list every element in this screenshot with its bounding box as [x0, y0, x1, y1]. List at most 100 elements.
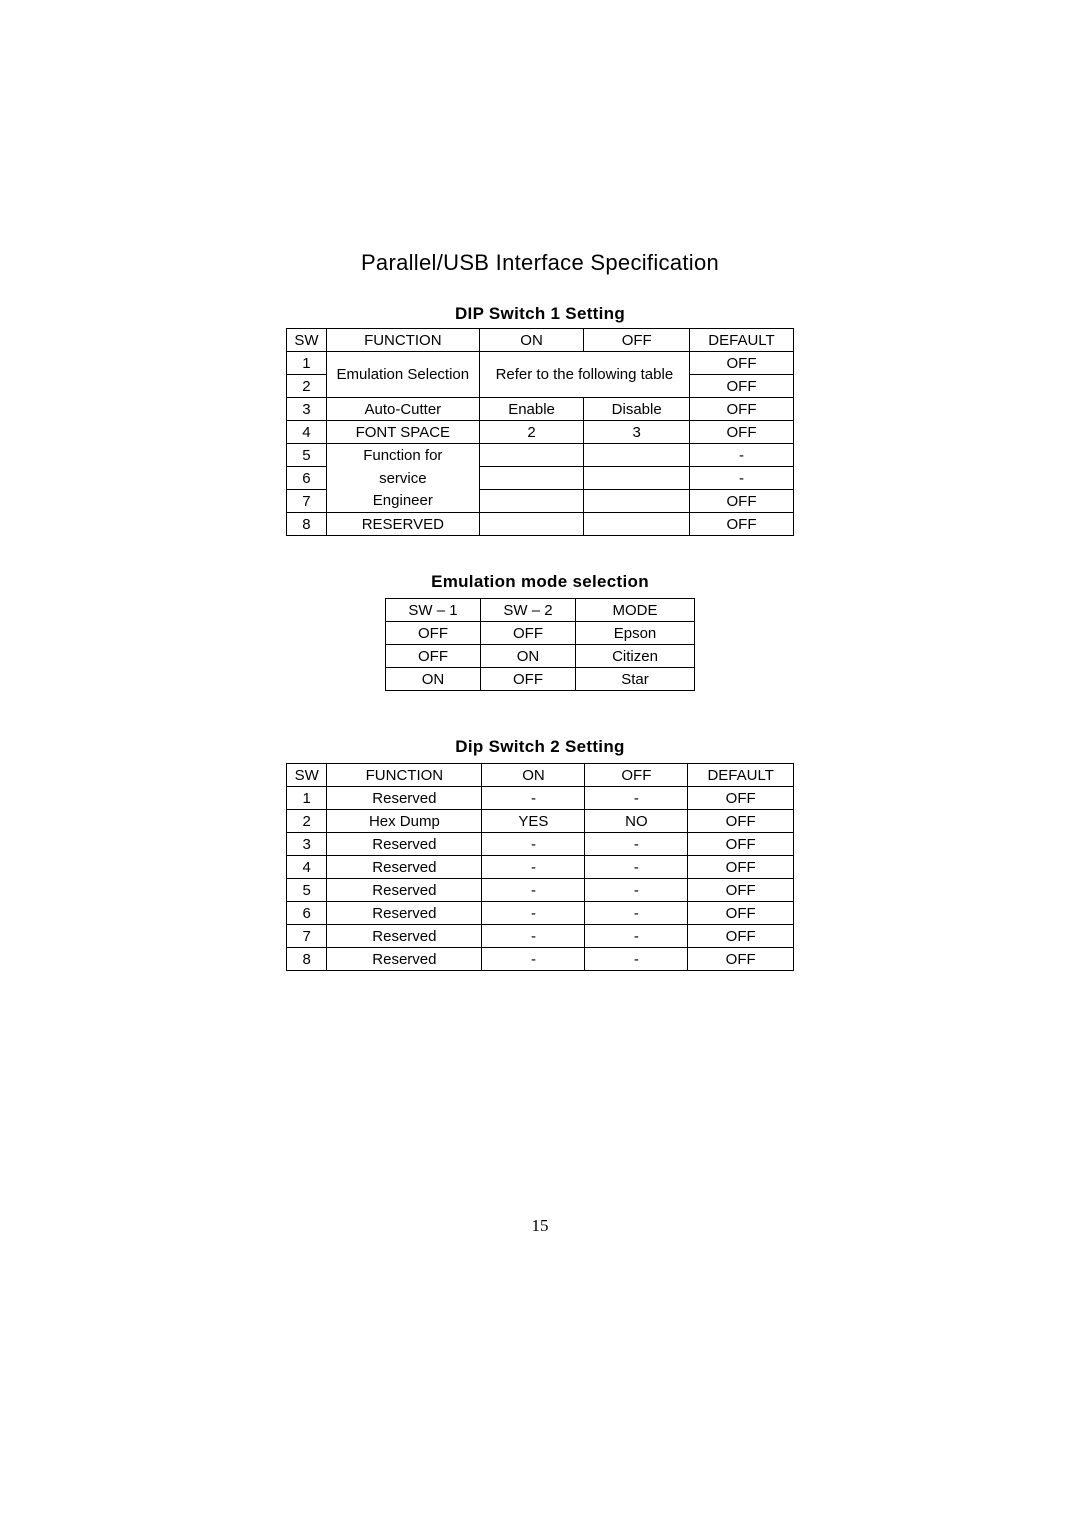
table-row: 3 Auto-Cutter Enable Disable OFF	[287, 398, 794, 421]
cell-function: Reserved	[327, 856, 482, 879]
cell-default: OFF	[688, 902, 794, 925]
cell-sw: 4	[287, 856, 327, 879]
table-row: OFF ON Citizen	[386, 645, 695, 668]
cell-default: OFF	[688, 833, 794, 856]
cell-function: Hex Dump	[327, 810, 482, 833]
cell-function: Reserved	[327, 787, 482, 810]
cell-function: Reserved	[327, 948, 482, 971]
cell-on: -	[482, 787, 585, 810]
cell-off	[584, 490, 690, 513]
cell-sw: 7	[287, 490, 327, 513]
cell-default: -	[690, 467, 794, 490]
cell-sw: 5	[287, 444, 327, 467]
table-row: 8 RESERVED OFF	[287, 513, 794, 536]
cell: OFF	[481, 622, 576, 645]
cell: OFF	[481, 668, 576, 691]
cell-sw: 3	[287, 833, 327, 856]
cell-sw: 6	[287, 902, 327, 925]
table-row: 4 FONT SPACE 2 3 OFF	[287, 421, 794, 444]
cell-on: YES	[482, 810, 585, 833]
cell-off: -	[585, 879, 688, 902]
cell-default: OFF	[688, 787, 794, 810]
cell-default: -	[690, 444, 794, 467]
header-sw: SW	[287, 764, 327, 787]
cell: OFF	[386, 622, 481, 645]
table-row: 2 Hex Dump YES NO OFF	[287, 810, 794, 833]
table-row: SW FUNCTION ON OFF DEFAULT	[287, 764, 794, 787]
page-title: Parallel/USB Interface Specification	[185, 250, 895, 276]
table-row: SW – 1 SW – 2 MODE	[386, 599, 695, 622]
cell-sw: 8	[287, 513, 327, 536]
cell-sw: 8	[287, 948, 327, 971]
cell: Epson	[576, 622, 695, 645]
cell: Star	[576, 668, 695, 691]
cell-function: Reserved	[327, 902, 482, 925]
cell-sw: 2	[287, 810, 327, 833]
cell-sw: 6	[287, 467, 327, 490]
cell: OFF	[386, 645, 481, 668]
cell-default: OFF	[688, 879, 794, 902]
cell-default: OFF	[690, 398, 794, 421]
cell-off: -	[585, 925, 688, 948]
cell-function: service	[326, 467, 479, 490]
cell-off: -	[585, 833, 688, 856]
table-row: 6 service -	[287, 467, 794, 490]
cell-function: RESERVED	[326, 513, 479, 536]
table-row: 7 Reserved - - OFF	[287, 925, 794, 948]
cell-on: -	[482, 902, 585, 925]
cell-on: Enable	[479, 398, 584, 421]
cell-off: -	[585, 856, 688, 879]
cell-default: OFF	[690, 375, 794, 398]
table-row: 1 Emulation Selection Refer to the follo…	[287, 352, 794, 375]
cell-sw: 7	[287, 925, 327, 948]
cell-on	[479, 513, 584, 536]
cell-off: Disable	[584, 398, 690, 421]
dip2-caption: Dip Switch 2 Setting	[185, 737, 895, 757]
cell-sw: 3	[287, 398, 327, 421]
header-sw2: SW – 2	[481, 599, 576, 622]
table-row: SW FUNCTION ON OFF DEFAULT	[287, 329, 794, 352]
cell-on	[479, 444, 584, 467]
cell-note: Refer to the following table	[479, 352, 689, 398]
cell-off	[584, 444, 690, 467]
cell-off	[584, 513, 690, 536]
table-row: 7 Engineer OFF	[287, 490, 794, 513]
table-row: 3 Reserved - - OFF	[287, 833, 794, 856]
cell-default: OFF	[688, 925, 794, 948]
cell: ON	[386, 668, 481, 691]
cell: Citizen	[576, 645, 695, 668]
cell-off	[584, 467, 690, 490]
header-on: ON	[479, 329, 584, 352]
cell-on: 2	[479, 421, 584, 444]
cell-sw: 4	[287, 421, 327, 444]
emulation-mode-table: SW – 1 SW – 2 MODE OFF OFF Epson OFF ON …	[385, 598, 695, 691]
cell-on: -	[482, 833, 585, 856]
header-function: FUNCTION	[326, 329, 479, 352]
cell-function: Reserved	[327, 925, 482, 948]
header-sw1: SW – 1	[386, 599, 481, 622]
table-row: 1 Reserved - - OFF	[287, 787, 794, 810]
emulation-caption: Emulation mode selection	[185, 572, 895, 592]
cell-on	[479, 467, 584, 490]
header-off: OFF	[584, 329, 690, 352]
dip-switch-2-table: SW FUNCTION ON OFF DEFAULT 1 Reserved - …	[286, 763, 794, 971]
header-function: FUNCTION	[327, 764, 482, 787]
cell-sw: 1	[287, 352, 327, 375]
cell-default: OFF	[688, 810, 794, 833]
cell-off: NO	[585, 810, 688, 833]
header-mode: MODE	[576, 599, 695, 622]
cell-function: Emulation Selection	[326, 352, 479, 398]
cell-on: -	[482, 879, 585, 902]
table-row: ON OFF Star	[386, 668, 695, 691]
cell: ON	[481, 645, 576, 668]
cell-default: OFF	[688, 856, 794, 879]
header-default: DEFAULT	[690, 329, 794, 352]
header-sw: SW	[287, 329, 327, 352]
cell-on: -	[482, 948, 585, 971]
cell-default: OFF	[690, 513, 794, 536]
header-off: OFF	[585, 764, 688, 787]
cell-function: FONT SPACE	[326, 421, 479, 444]
cell-sw: 5	[287, 879, 327, 902]
cell-on: -	[482, 925, 585, 948]
cell-default: OFF	[688, 948, 794, 971]
